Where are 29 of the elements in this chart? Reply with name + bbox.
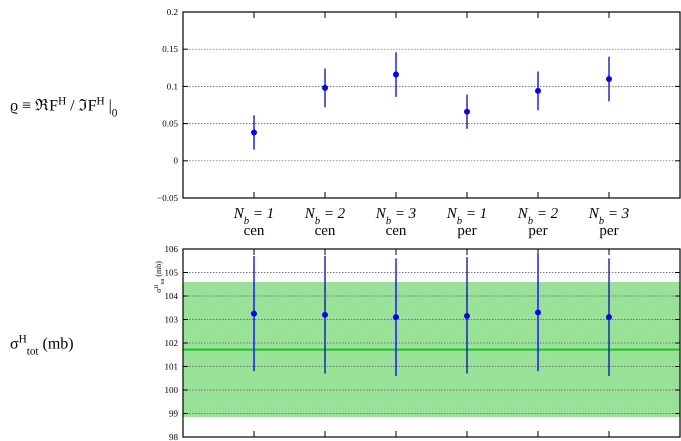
x-tick-label: N$_{b}$ = 1 per xyxy=(446,206,488,239)
y-tick-label: 102 xyxy=(164,338,178,348)
y-tick-label: 101 xyxy=(164,361,178,372)
y-tick-label: 0.15 xyxy=(162,44,178,54)
y-axis-title: ϱ ≡ ℜF$^{H}$ / ℑF$^{H}$ |$_{0}$ xyxy=(10,96,118,120)
y-tick-label: 98 xyxy=(169,432,178,441)
y-tick-label: 100 xyxy=(164,384,178,395)
y-tick-label: 105 xyxy=(164,267,178,278)
y-tick-label: 103 xyxy=(164,314,178,324)
y-tick-label: 106 xyxy=(164,244,178,254)
x-tick-label: N$_{b}$ = 3 cen xyxy=(374,206,416,239)
y-tick-label: 0.1 xyxy=(166,81,178,92)
point xyxy=(393,72,399,78)
x-tick-label: N$_{b}$ = 3 per xyxy=(588,206,630,239)
x-tick-label: N$_{b}$ = 1 cen xyxy=(232,206,274,239)
point xyxy=(251,130,257,136)
x-tick-label: N$_{b}$ = 2 per xyxy=(516,206,559,239)
y-tick-label: 0 xyxy=(174,156,178,166)
point xyxy=(535,88,541,94)
point xyxy=(464,108,470,115)
y-axis-title: σ$^{H}$$_{tot}$ (mb) xyxy=(10,334,74,358)
y-tick-label: 0.05 xyxy=(162,118,178,128)
point xyxy=(322,84,328,91)
y-tick-label: −0.05 xyxy=(157,192,178,203)
point xyxy=(606,76,612,82)
x-tick-label: N$_{b}$ = 2 cen xyxy=(304,206,346,239)
y-tick-label: 99 xyxy=(169,408,178,418)
y-tick-label: 0.2 xyxy=(166,6,178,17)
y-tick-label: 104 xyxy=(164,290,178,301)
